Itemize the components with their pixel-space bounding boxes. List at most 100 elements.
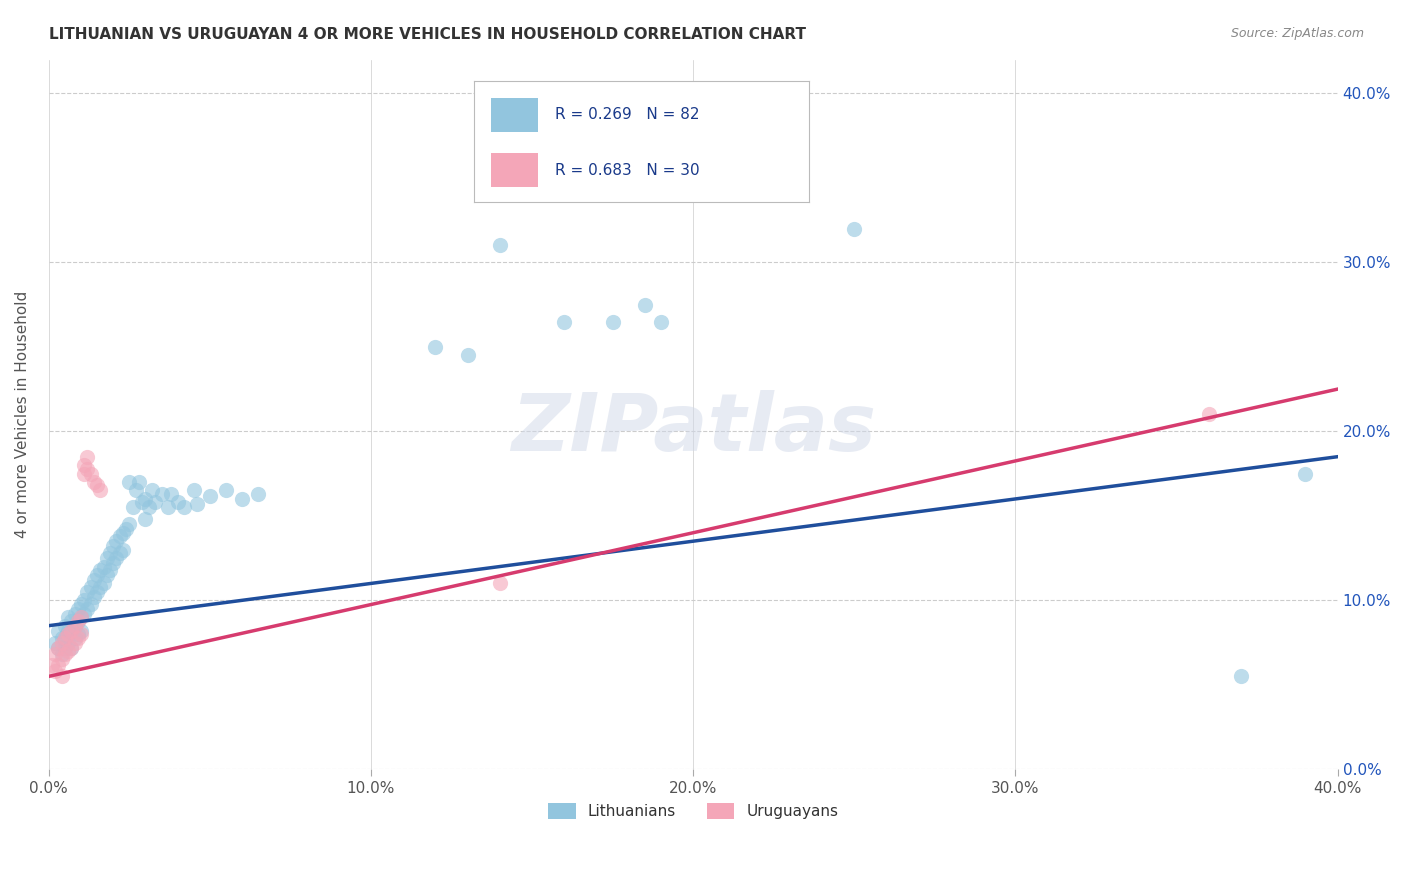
Point bbox=[51, 631, 73, 645]
Point bbox=[51, 635, 73, 649]
Point bbox=[489, 238, 512, 252]
Point bbox=[76, 585, 98, 599]
Point bbox=[115, 522, 138, 536]
Point bbox=[86, 478, 108, 492]
Point bbox=[166, 495, 188, 509]
Point bbox=[143, 495, 166, 509]
Point bbox=[103, 539, 125, 553]
Point bbox=[83, 475, 105, 489]
Point bbox=[48, 640, 70, 655]
Point bbox=[103, 556, 125, 570]
Text: LITHUANIAN VS URUGUAYAN 4 OR MORE VEHICLES IN HOUSEHOLD CORRELATION CHART: LITHUANIAN VS URUGUAYAN 4 OR MORE VEHICL… bbox=[49, 27, 806, 42]
Point bbox=[70, 610, 93, 624]
Point bbox=[53, 640, 76, 655]
Point bbox=[48, 624, 70, 638]
Point bbox=[86, 568, 108, 582]
Point bbox=[160, 487, 183, 501]
Point bbox=[134, 512, 156, 526]
Point bbox=[48, 657, 70, 672]
Point bbox=[118, 517, 141, 532]
Point bbox=[121, 500, 143, 515]
Point bbox=[70, 624, 93, 638]
Point bbox=[73, 458, 96, 472]
Point bbox=[141, 483, 163, 498]
Point bbox=[51, 652, 73, 666]
Point bbox=[1230, 669, 1253, 683]
Point bbox=[63, 607, 86, 621]
Point bbox=[53, 631, 76, 645]
Point bbox=[634, 297, 657, 311]
Point bbox=[44, 648, 66, 662]
Point bbox=[56, 627, 79, 641]
Point bbox=[89, 580, 111, 594]
Point bbox=[1294, 467, 1316, 481]
Point bbox=[650, 314, 672, 328]
Point bbox=[553, 314, 575, 328]
Point bbox=[44, 665, 66, 679]
Point bbox=[76, 601, 98, 615]
Point bbox=[51, 648, 73, 662]
Point bbox=[48, 640, 70, 655]
Point bbox=[96, 551, 118, 566]
Point bbox=[63, 618, 86, 632]
Legend: Lithuanians, Uruguayans: Lithuanians, Uruguayans bbox=[541, 797, 845, 825]
Point bbox=[111, 525, 134, 540]
Point bbox=[56, 624, 79, 638]
Point bbox=[131, 495, 153, 509]
Point bbox=[96, 568, 118, 582]
Point bbox=[186, 497, 208, 511]
Point bbox=[111, 542, 134, 557]
Point bbox=[56, 644, 79, 658]
Point bbox=[66, 631, 89, 645]
Point bbox=[83, 573, 105, 587]
Point bbox=[457, 348, 479, 362]
Point bbox=[66, 601, 89, 615]
Point bbox=[215, 483, 238, 498]
Point bbox=[156, 500, 179, 515]
Point bbox=[198, 489, 221, 503]
Point bbox=[63, 631, 86, 645]
Point bbox=[73, 467, 96, 481]
Point bbox=[844, 221, 866, 235]
Point bbox=[489, 576, 512, 591]
Point bbox=[602, 314, 624, 328]
Point bbox=[138, 500, 160, 515]
Point bbox=[125, 483, 148, 498]
Point bbox=[70, 627, 93, 641]
Point bbox=[150, 487, 173, 501]
Point bbox=[118, 475, 141, 489]
Point bbox=[89, 563, 111, 577]
Point bbox=[108, 546, 131, 560]
Point bbox=[98, 546, 121, 560]
Point bbox=[56, 635, 79, 649]
Point bbox=[83, 590, 105, 604]
Point bbox=[66, 614, 89, 628]
Point bbox=[79, 467, 101, 481]
Point bbox=[60, 640, 83, 655]
Point bbox=[89, 483, 111, 498]
Point bbox=[1198, 408, 1220, 422]
Point bbox=[425, 340, 447, 354]
Point bbox=[60, 624, 83, 638]
Point bbox=[79, 580, 101, 594]
Point bbox=[86, 585, 108, 599]
Point bbox=[60, 640, 83, 655]
Point bbox=[98, 563, 121, 577]
Point bbox=[128, 475, 150, 489]
Point bbox=[105, 551, 128, 566]
Point bbox=[53, 618, 76, 632]
Point bbox=[173, 500, 195, 515]
Y-axis label: 4 or more Vehicles in Household: 4 or more Vehicles in Household bbox=[15, 291, 30, 538]
Point bbox=[73, 593, 96, 607]
Point bbox=[105, 534, 128, 549]
Point bbox=[93, 559, 115, 574]
Point bbox=[41, 657, 63, 672]
Point bbox=[93, 576, 115, 591]
Point bbox=[247, 487, 270, 501]
Point bbox=[56, 610, 79, 624]
Point bbox=[76, 450, 98, 464]
Point bbox=[63, 635, 86, 649]
Point bbox=[53, 648, 76, 662]
Point bbox=[70, 597, 93, 611]
Point bbox=[66, 627, 89, 641]
